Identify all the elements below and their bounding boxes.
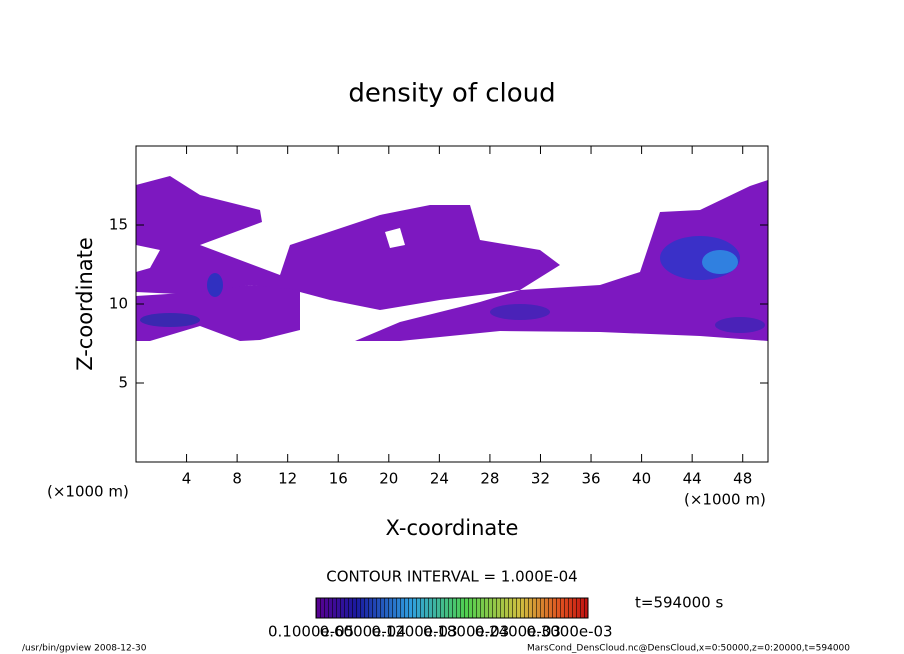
x-tick-label: 44 bbox=[683, 470, 702, 488]
y-tick-label: 5 bbox=[118, 374, 128, 392]
colorbar-label: 0.2400e-03 bbox=[475, 623, 561, 641]
chart-title: density of cloud bbox=[348, 79, 555, 109]
colorbar-label: 0.3000e-03 bbox=[526, 623, 612, 641]
cloud-core bbox=[702, 250, 738, 274]
y-axis-title: Z-coordinate bbox=[73, 237, 97, 371]
cloud-region bbox=[355, 180, 768, 341]
x-tick-label: 16 bbox=[329, 470, 348, 488]
footer-left: /usr/bin/gpview 2008-12-30 bbox=[22, 644, 147, 654]
cloud-region bbox=[136, 285, 300, 341]
contour-interval: CONTOUR INTERVAL = 1.000E-04 bbox=[326, 568, 577, 586]
x-tick-label: 4 bbox=[182, 470, 192, 488]
x-tick-label: 20 bbox=[379, 470, 398, 488]
x-axis-title: X-coordinate bbox=[386, 516, 519, 540]
colorbar-label: 0.1000e-05 bbox=[268, 623, 354, 641]
x-tick-label: 8 bbox=[232, 470, 242, 488]
y-tick-label: 10 bbox=[109, 295, 128, 313]
cloud-region bbox=[136, 176, 560, 310]
time-label: t=594000 s bbox=[635, 594, 723, 612]
cloud-gap bbox=[385, 228, 405, 248]
x-tick-label: 48 bbox=[733, 470, 752, 488]
colorbar-label: 0.1800e-03 bbox=[423, 623, 509, 641]
x-tick-label: 32 bbox=[531, 470, 550, 488]
x-tick-label: 28 bbox=[480, 470, 499, 488]
colorbar-stripes bbox=[316, 598, 588, 618]
cloud-core bbox=[140, 313, 200, 327]
y-tick-label: 15 bbox=[109, 216, 128, 234]
colorbar-label: 0.1200e-03 bbox=[371, 623, 457, 641]
colorbar-label: 0.6000e-04 bbox=[320, 623, 406, 641]
cloud-gap bbox=[136, 245, 160, 272]
colorbar-labels: 0.1000e-050.6000e-040.1200e-030.1800e-03… bbox=[268, 623, 613, 641]
x-tick-label: 24 bbox=[430, 470, 449, 488]
x-tick-label: 40 bbox=[632, 470, 651, 488]
x-unit: (×1000 m) bbox=[47, 483, 129, 501]
x-unit-right: (×1000 m) bbox=[684, 491, 766, 509]
cloud-core bbox=[490, 304, 550, 320]
footer-right: MarsCond_DensCloud.nc@DensCloud,x=0:5000… bbox=[527, 644, 850, 654]
cloud-field bbox=[136, 176, 768, 341]
cloud-core bbox=[207, 273, 223, 297]
x-tick-label: 12 bbox=[278, 470, 297, 488]
x-tick-label: 36 bbox=[581, 470, 600, 488]
cloud-core bbox=[715, 317, 765, 333]
